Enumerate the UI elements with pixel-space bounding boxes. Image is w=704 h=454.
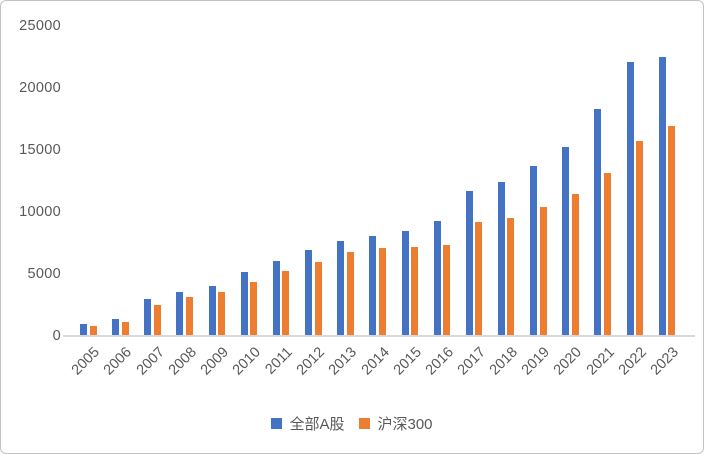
bar-沪深300-2010 bbox=[250, 281, 258, 335]
x-axis-tick-label: 2011 bbox=[262, 344, 297, 378]
x-axis-tick-label: 2005 bbox=[68, 344, 104, 379]
bar-沪深300-2020 bbox=[571, 193, 579, 335]
bar-全部A股-2016 bbox=[433, 220, 441, 335]
y-axis-tick-label: 10000 bbox=[19, 204, 61, 220]
bar-沪深300-2015 bbox=[411, 246, 418, 335]
x-axis-tick-label: 2018 bbox=[486, 344, 522, 379]
bar-全部A股-2009 bbox=[208, 286, 216, 335]
x-axis-tick-label: 2008 bbox=[165, 344, 200, 379]
bar-沪深300-2023 bbox=[668, 126, 676, 335]
legend-swatch-all-a-shares bbox=[271, 418, 283, 429]
bar-全部A股-2018 bbox=[497, 182, 505, 335]
legend-label-hs300: 沪深300 bbox=[377, 416, 433, 433]
bar-沪深300-2012 bbox=[314, 261, 322, 335]
x-axis-tick-label: 2017 bbox=[454, 344, 489, 379]
bar-全部A股-2023 bbox=[658, 56, 666, 335]
x-axis-line bbox=[63, 335, 695, 337]
bar-全部A股-2006 bbox=[112, 318, 120, 335]
y-axis-tick-label: 15000 bbox=[19, 142, 61, 158]
bar-沪深300-2017 bbox=[475, 222, 483, 335]
x-axis-tick-label: 2009 bbox=[197, 344, 232, 379]
bar-沪深300-2016 bbox=[443, 245, 451, 335]
x-axis-tick-label: 2019 bbox=[519, 344, 554, 379]
x-axis-tick-label: 2006 bbox=[101, 344, 136, 379]
bar-沪深300-2008 bbox=[185, 296, 193, 335]
x-axis-tick-label: 2020 bbox=[551, 344, 586, 379]
y-axis-tick-label: 20000 bbox=[19, 80, 61, 96]
legend-item-all-a-shares: 全部A股 bbox=[271, 413, 344, 434]
x-axis-tick-label: 2015 bbox=[390, 344, 425, 379]
bar-沪深300-2007 bbox=[153, 305, 161, 335]
bar-全部A股-2007 bbox=[144, 299, 152, 335]
legend-swatch-hs300 bbox=[359, 418, 371, 429]
legend-item-hs300: 沪深300 bbox=[359, 413, 433, 434]
bar-全部A股-2014 bbox=[369, 235, 377, 335]
bar-沪深300-2009 bbox=[218, 291, 226, 335]
bar-全部A股-2012 bbox=[305, 250, 313, 335]
bar-沪深300-2014 bbox=[378, 248, 386, 335]
bar-全部A股-2019 bbox=[530, 166, 538, 335]
x-axis-tick-label: 2022 bbox=[615, 344, 650, 379]
bar-沪深300-2006 bbox=[121, 321, 129, 335]
y-axis-tick-label: 5000 bbox=[27, 266, 61, 282]
bar-全部A股-2010 bbox=[240, 272, 248, 335]
bar-全部A股-2008 bbox=[176, 292, 184, 335]
bar-沪深300-2013 bbox=[346, 251, 354, 335]
y-axis-tick-label: 0 bbox=[52, 328, 61, 344]
x-axis-tick-label: 2012 bbox=[294, 344, 329, 379]
bar-沪深300-2019 bbox=[539, 207, 547, 335]
x-axis-tick-label: 2007 bbox=[133, 344, 168, 379]
bar-全部A股-2015 bbox=[401, 230, 409, 335]
x-axis-tick-label: 2016 bbox=[422, 344, 457, 379]
legend: 全部A股 沪深300 bbox=[1, 413, 703, 434]
bar-全部A股-2020 bbox=[562, 147, 570, 335]
bar-沪深300-2021 bbox=[603, 172, 611, 335]
bar-沪深300-2005 bbox=[89, 326, 97, 335]
bar-沪深300-2011 bbox=[282, 271, 290, 335]
x-axis-tick-label: 2021 bbox=[583, 344, 618, 379]
bar-全部A股-2021 bbox=[594, 108, 602, 335]
bar-沪深300-2022 bbox=[636, 140, 644, 335]
bar-全部A股-2005 bbox=[80, 324, 87, 335]
legend-label-all-a-shares: 全部A股 bbox=[289, 416, 345, 433]
bar-沪深300-2018 bbox=[507, 217, 515, 335]
x-axis-tick-label: 2014 bbox=[358, 344, 393, 379]
y-axis-tick-label: 25000 bbox=[19, 18, 61, 34]
bar-全部A股-2011 bbox=[272, 261, 280, 335]
x-axis-tick-label: 2023 bbox=[647, 344, 682, 379]
bar-全部A股-2013 bbox=[337, 240, 345, 335]
bar-全部A股-2022 bbox=[626, 61, 634, 335]
x-axis-tick-label: 2013 bbox=[326, 344, 361, 379]
bar-全部A股-2017 bbox=[465, 190, 473, 335]
x-axis-tick-label: 2010 bbox=[229, 344, 264, 379]
